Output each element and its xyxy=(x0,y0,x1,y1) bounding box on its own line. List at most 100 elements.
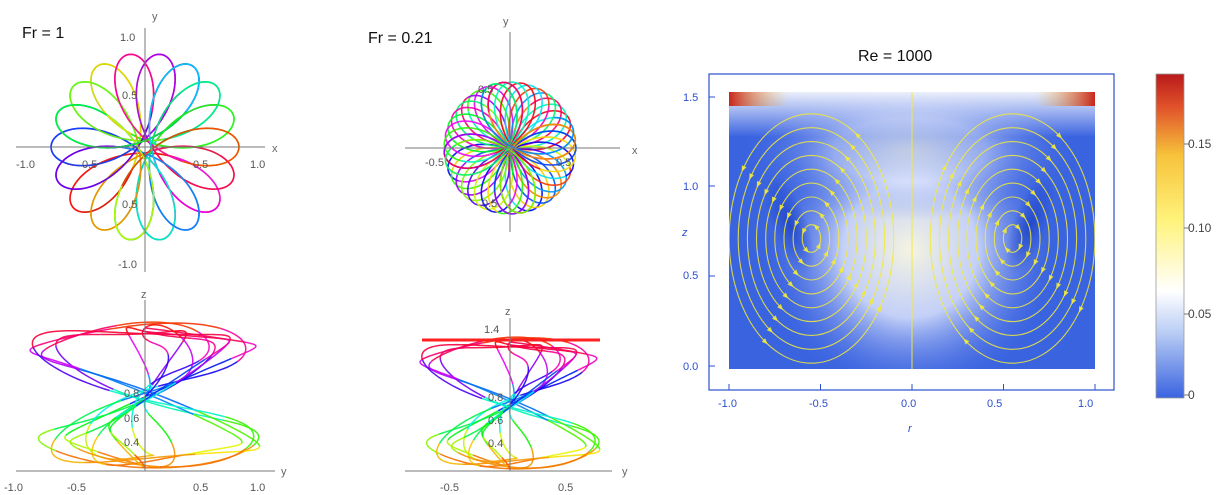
tick-label: 0.5 xyxy=(122,90,137,102)
trajectory-segment xyxy=(443,133,530,215)
streamline xyxy=(993,210,1032,267)
trajectory-segment xyxy=(521,451,590,469)
tick-label: -0.5 xyxy=(67,482,86,494)
plot-fr1-bottom: z y -1.0 -0.5 0.5 1.0 0.8 0.6 0.4 xyxy=(4,289,287,494)
tick-label: 0.8 xyxy=(488,392,503,404)
streamline-arrow xyxy=(771,196,777,203)
streamline-arrow xyxy=(797,258,804,265)
streamline-arrow xyxy=(968,327,975,334)
tick-label: 0.6 xyxy=(124,413,139,425)
streamline-arrow xyxy=(1004,247,1011,254)
trajectory-segment xyxy=(421,359,483,400)
tick-label: -1.0 xyxy=(718,398,737,410)
tick-label: -1.0 xyxy=(4,482,23,494)
trajectory-segment xyxy=(144,354,170,398)
trajectory-segment xyxy=(78,448,161,468)
streamline-arrow xyxy=(984,292,990,299)
trajectory-segment xyxy=(116,440,144,468)
trajectory-segment xyxy=(204,338,231,361)
plot-re1000: 0.0 0.5 1.0 1.5 -1.0 -0.5 0.0 0.5 1.0 z … xyxy=(681,73,1115,435)
tick-label: 1.0 xyxy=(683,181,698,193)
streamline-arrow xyxy=(1019,212,1026,219)
trajectory-segment xyxy=(509,341,589,356)
streamline xyxy=(755,154,867,323)
trajectory-segment xyxy=(44,324,118,351)
streamline-arrow xyxy=(964,187,969,195)
streamline-arrow xyxy=(1079,306,1084,313)
streamline-arrow xyxy=(853,281,859,289)
streamline-arrow xyxy=(994,219,1000,226)
trajectory-segment xyxy=(231,341,257,360)
streamline-arrow xyxy=(802,227,807,235)
tick-label: 0.6 xyxy=(488,415,503,427)
streamline-arrow xyxy=(829,189,836,196)
tick-label: 0.5 xyxy=(482,198,497,210)
streamline xyxy=(737,127,886,350)
colorbar-tick-label: 0 xyxy=(1188,388,1195,402)
trajectory-segment xyxy=(55,333,101,346)
streamline-arrow xyxy=(818,212,825,219)
streamline-arrow xyxy=(1014,223,1021,230)
trajectory-segment xyxy=(29,347,79,370)
streamline-arrow xyxy=(1035,178,1042,185)
trajectory-segment xyxy=(550,416,601,450)
tick-label: 0.5 xyxy=(122,199,137,211)
trajectory-segment xyxy=(191,337,216,355)
tick-label: 0.5 xyxy=(683,270,698,282)
trajectory-segment xyxy=(455,138,537,214)
streamline-arrow xyxy=(978,304,985,311)
streamline xyxy=(929,113,1095,364)
trajectory-segment xyxy=(148,63,221,214)
trajectory-segment xyxy=(113,53,183,163)
trajectory-segment xyxy=(419,359,459,380)
trajectory-segment xyxy=(502,370,558,414)
trajectory-segment xyxy=(443,81,524,170)
streamline-arrow xyxy=(846,274,851,281)
tick-label: 0.4 xyxy=(124,437,139,449)
trajectory-segment xyxy=(55,112,153,191)
trajectory-segment xyxy=(420,342,483,361)
trajectory-segment xyxy=(438,407,492,444)
trajectory-segment xyxy=(86,396,146,434)
trajectory-segment xyxy=(544,346,578,356)
tick-label: -0.5 xyxy=(440,482,459,494)
streamline-arrow xyxy=(838,266,844,273)
colorbar-tick-label: 0.05 xyxy=(1188,307,1212,321)
trajectory-segment xyxy=(425,433,441,455)
trajectory-segment xyxy=(547,419,587,448)
streamline-arrow xyxy=(1033,259,1039,266)
streamline xyxy=(938,127,1087,350)
tick-label: -0.5 xyxy=(425,157,444,169)
streamline-arrow xyxy=(1040,166,1047,173)
trajectory-segment xyxy=(224,415,255,450)
plot-fr021-top: x y -0.5 0.5 0.5 0.5 xyxy=(405,16,638,232)
streamline-arrow xyxy=(876,305,881,312)
colorbar-tick-label: 0.15 xyxy=(1188,137,1212,151)
trajectory-segment xyxy=(546,350,566,367)
streamline-arrow xyxy=(949,172,954,179)
trajectory-segment xyxy=(499,432,515,458)
trajectory-segment xyxy=(135,53,176,148)
colorbar-tick-label: 0.10 xyxy=(1188,221,1212,235)
streamline xyxy=(801,224,822,253)
tick-label: 1.0 xyxy=(1078,398,1093,410)
streamline-arrow xyxy=(756,180,762,188)
streamline-arrow xyxy=(1048,274,1054,282)
trajectory-segment xyxy=(144,453,155,458)
trajectory-segment xyxy=(50,438,85,464)
trajectory-segment xyxy=(222,419,260,446)
trajectory-segment xyxy=(455,94,510,196)
streamline xyxy=(765,168,858,309)
streamline-arrow xyxy=(941,164,947,171)
trajectory-segment xyxy=(444,120,518,207)
trajectory-segment xyxy=(570,425,600,450)
axis-ticks xyxy=(709,96,1096,390)
streamline-arrow xyxy=(824,201,830,208)
trajectory-fr021-top xyxy=(443,81,577,215)
heatmap-field xyxy=(729,92,1095,369)
trajectory-segment xyxy=(487,444,509,469)
streamline-arrow xyxy=(741,165,747,172)
tick-label: 0.5 xyxy=(193,482,208,494)
trajectory-segment xyxy=(462,456,550,465)
